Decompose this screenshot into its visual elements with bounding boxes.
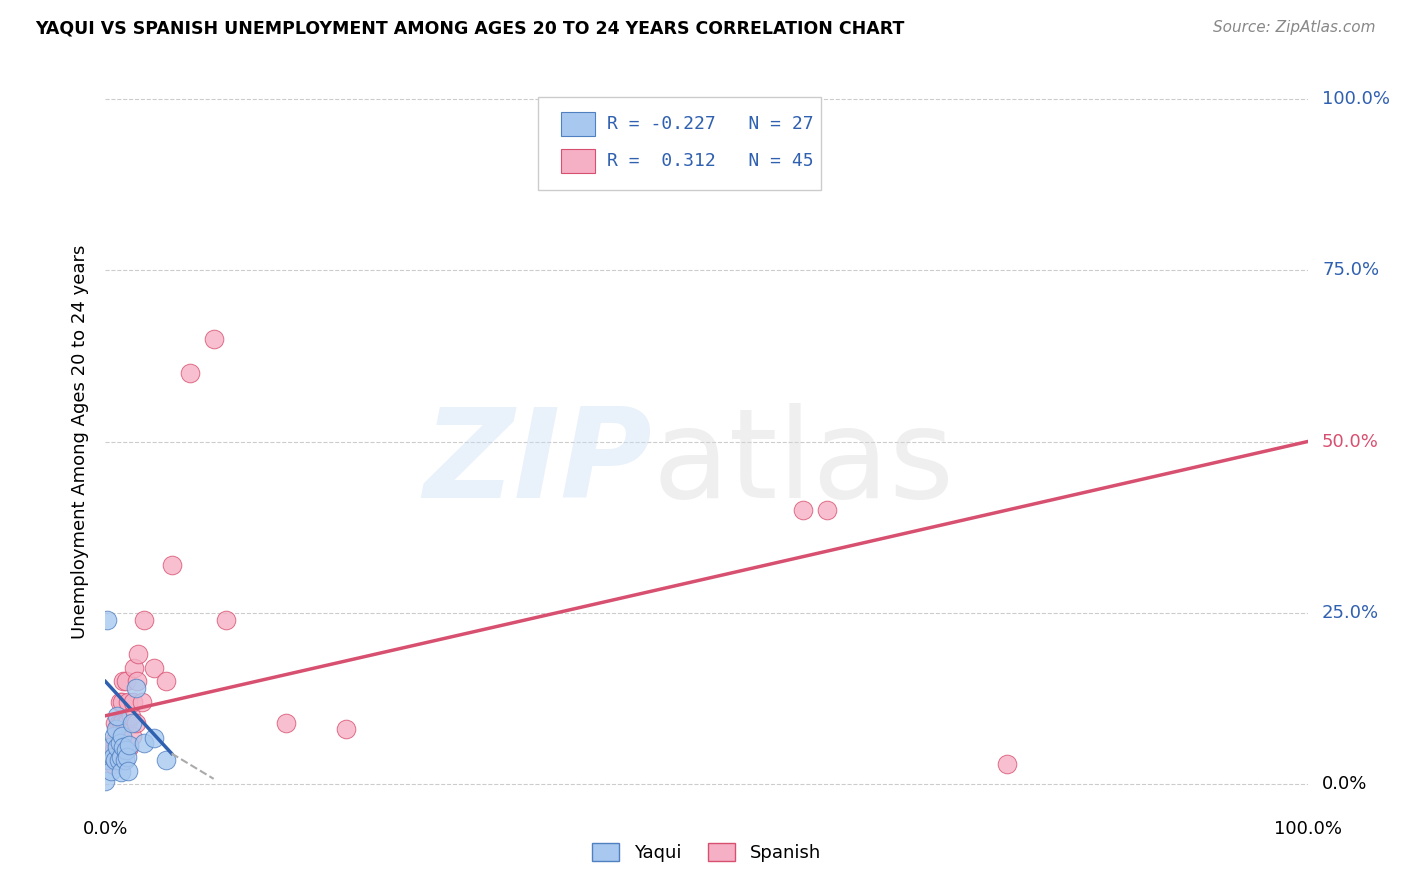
Point [105,747,128,761]
Point [160,558,183,572]
Point [114,753,136,767]
Point [121,729,143,743]
Point [142,731,165,745]
Point [111,736,134,750]
Point [110,764,132,779]
Point [107,739,129,754]
FancyBboxPatch shape [561,112,595,136]
Point [274,715,297,730]
Point [117,764,139,778]
Point [98,739,121,754]
Point [115,715,138,730]
Point [179,366,201,380]
Point [124,681,146,696]
Point [815,503,838,517]
Y-axis label: Unemployment Among Ages 20 to 24 years: Unemployment Among Ages 20 to 24 years [72,244,90,639]
Point [100,739,122,754]
Point [103,743,125,757]
Text: 100.0%: 100.0% [1322,90,1391,108]
Text: YAQUI VS SPANISH UNEMPLOYMENT AMONG AGES 20 TO 24 YEARS CORRELATION CHART: YAQUI VS SPANISH UNEMPLOYMENT AMONG AGES… [35,20,904,37]
Legend: Yaqui, Spanish: Yaqui, Spanish [585,836,828,870]
Point [995,756,1018,771]
Text: 25.0%: 25.0% [1322,604,1379,622]
Point [110,743,132,757]
Text: 0.0%: 0.0% [1322,775,1368,793]
Point [105,723,128,737]
Point [104,715,127,730]
FancyBboxPatch shape [561,149,595,173]
Point [124,661,146,675]
Point [132,736,155,750]
Point [121,715,143,730]
Point [112,739,135,754]
Point [115,750,138,764]
Point [118,738,141,752]
Point [112,743,135,757]
Point [107,739,129,754]
Text: R =  0.312   N = 45: R = 0.312 N = 45 [607,152,813,170]
Point [110,715,132,730]
Text: 50.0%: 50.0% [1322,433,1379,450]
Point [792,503,814,517]
Point [132,613,155,627]
Point [101,750,124,764]
Point [155,674,177,689]
Point [98,750,121,764]
Point [142,661,165,675]
Point [94,773,117,788]
Point [111,729,134,743]
Point [131,695,153,709]
Point [108,695,131,709]
Point [107,723,129,737]
Point [96,613,118,627]
Point [125,674,148,689]
Point [127,647,149,661]
Point [111,695,134,709]
Point [112,674,135,689]
Point [118,739,141,754]
Point [214,613,236,627]
Point [108,736,131,750]
Point [155,753,177,767]
Point [107,753,129,767]
Point [110,750,132,764]
Point [124,715,146,730]
Text: atlas: atlas [652,403,955,524]
Text: Source: ZipAtlas.com: Source: ZipAtlas.com [1212,20,1375,35]
Point [111,715,134,730]
Point [122,695,145,709]
Point [104,732,127,747]
Point [115,743,138,757]
Point [115,674,138,689]
Point [101,756,124,771]
Point [108,750,131,764]
Point [115,736,138,750]
Text: 75.0%: 75.0% [1322,261,1379,279]
Point [114,715,136,730]
Point [104,753,127,767]
Point [98,753,121,767]
Point [100,764,122,778]
Point [107,708,129,723]
FancyBboxPatch shape [538,97,821,190]
Point [202,332,225,346]
Point [103,729,125,743]
Point [335,723,357,737]
Text: R = -0.227   N = 27: R = -0.227 N = 27 [607,115,813,133]
Point [120,708,142,723]
Text: ZIP: ZIP [423,403,652,524]
Point [107,715,129,730]
Point [117,695,139,709]
